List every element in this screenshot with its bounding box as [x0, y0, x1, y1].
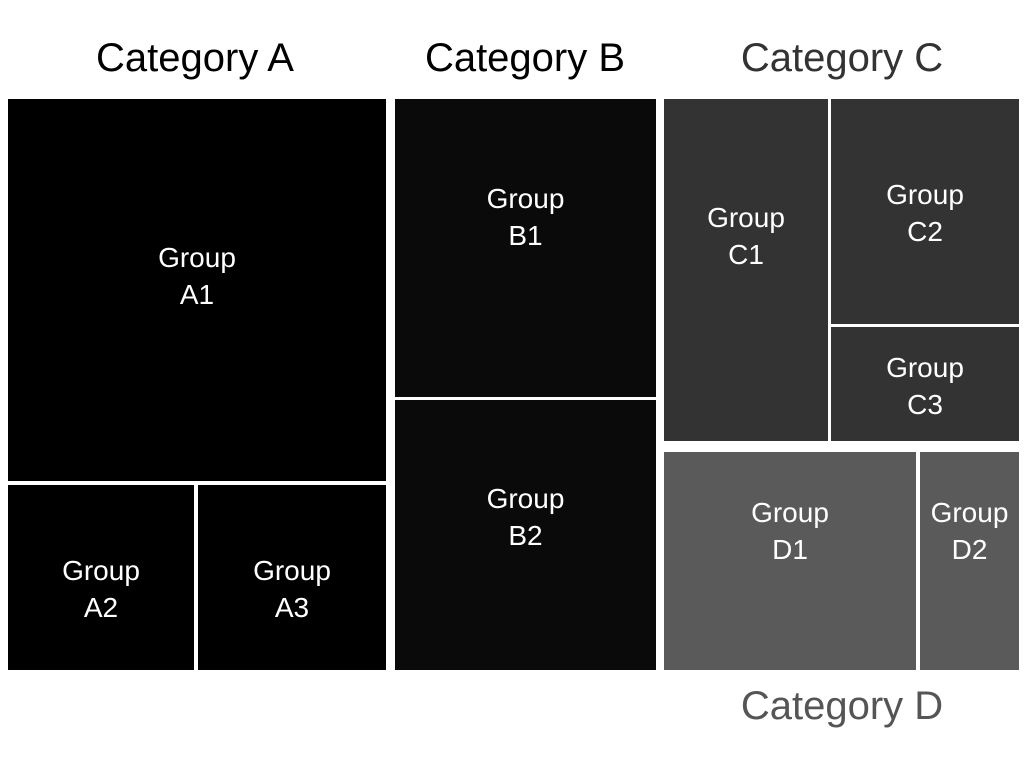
treemap-cell-group-c2: Group C2: [831, 99, 1019, 324]
cell-label-line: Group: [751, 497, 829, 528]
cell-label-line: D2: [951, 534, 988, 565]
cell-label-line: B1: [508, 220, 543, 251]
cell-label-line: C1: [728, 239, 764, 270]
treemap-cell-group-a3: Group A3: [198, 485, 386, 670]
cell-label-line: Group: [886, 179, 964, 210]
treemap-cell-group-c1: Group C1: [664, 99, 828, 441]
treemap-cell-group-d1: Group D1: [664, 452, 916, 670]
treemap-cell-group-d2: Group D2: [920, 452, 1019, 670]
cell-label-line: Group: [930, 497, 1009, 528]
treemap-cell-group-b2: Group B2: [395, 400, 656, 670]
cell-label-line: Group: [486, 483, 565, 514]
category-a-title: Category A: [96, 36, 294, 80]
cell-label-line: B2: [508, 520, 543, 551]
category-d-title: Category D: [740, 684, 944, 728]
cell-label-line: Group: [158, 242, 236, 273]
treemap-cell-group-a1: Group A1: [8, 99, 386, 481]
treemap-cell-group-a2: Group A2: [8, 485, 194, 670]
category-b-title: Category B: [424, 36, 626, 80]
cell-label-line: Group: [486, 183, 565, 214]
cell-label-line: A2: [83, 591, 119, 623]
treemap-cell-group-b1: Group B1: [395, 99, 656, 397]
cell-label-line: C3: [907, 388, 943, 420]
cell-label-line: Group: [253, 554, 331, 586]
cell-label-line: D1: [772, 534, 808, 565]
category-c-title: Category C: [740, 36, 944, 80]
cell-label-line: A3: [274, 591, 310, 623]
cell-label-line: Group: [886, 351, 964, 383]
cell-label-line: Group: [62, 554, 140, 586]
cell-label-line: Group: [707, 202, 785, 233]
cell-label-line: C2: [907, 216, 943, 247]
cell-label-line: A1: [179, 279, 215, 310]
treemap-cell-group-c3: Group C3: [831, 327, 1019, 441]
